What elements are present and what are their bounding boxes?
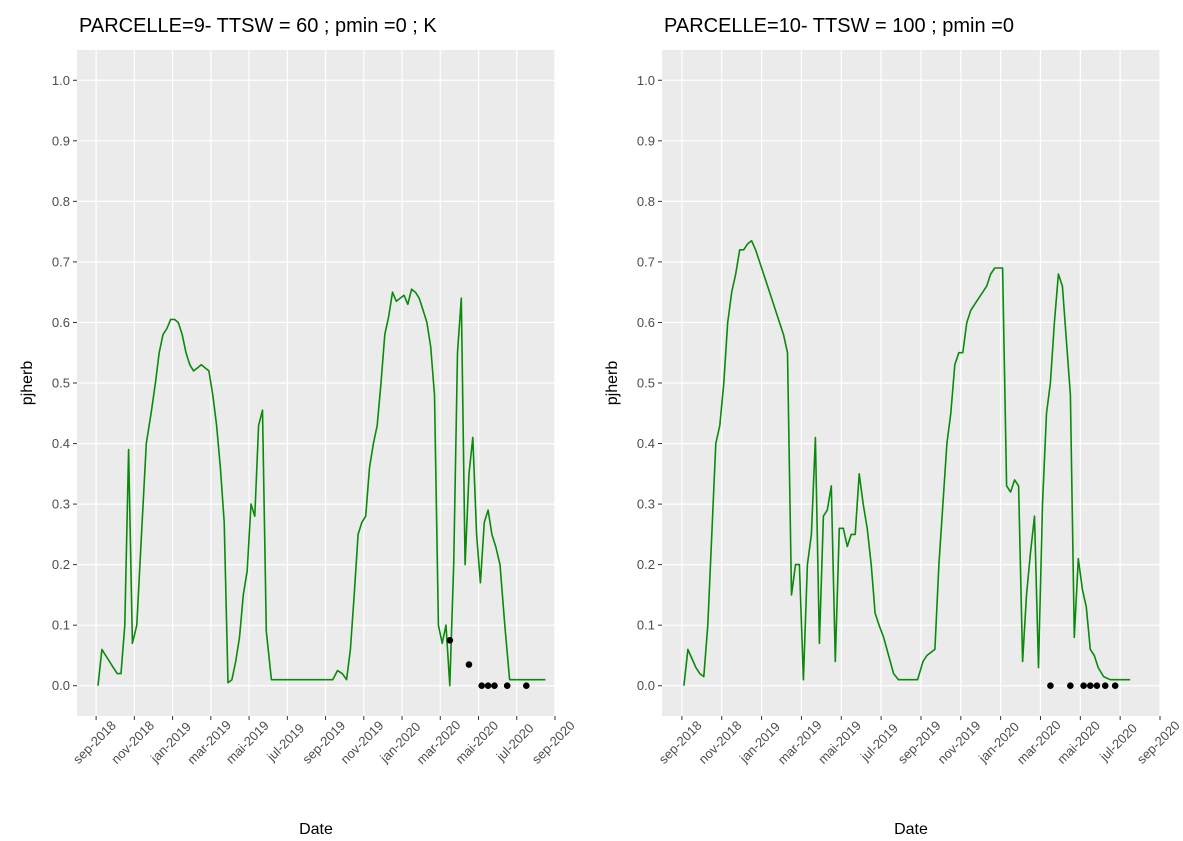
y-tick-label: 0.8 (637, 194, 655, 209)
panel: 0.00.10.20.30.40.50.60.70.80.91.0sep-201… (19, 15, 578, 838)
y-tick-label: 0.8 (52, 194, 70, 209)
y-tick-label: 0.5 (52, 376, 70, 391)
x-tick-label: mar-2019 (775, 717, 825, 767)
y-tick-label: 0.9 (52, 133, 70, 148)
y-tick-label: 0.9 (637, 133, 655, 148)
x-axis-title: Date (299, 821, 333, 838)
data-point (1086, 682, 1094, 690)
y-tick-label: 0.0 (52, 678, 70, 693)
y-tick-label: 0.3 (52, 497, 70, 512)
data-point (1111, 682, 1119, 690)
data-line (97, 288, 546, 687)
x-tick-label: mai-2019 (815, 718, 864, 767)
x-tick-label: mai-2020 (1054, 718, 1103, 767)
data-point (478, 682, 486, 690)
y-tick-label: 0.1 (637, 618, 655, 633)
y-tick-label: 0.7 (52, 254, 70, 269)
data-line (683, 239, 1131, 686)
y-tick-label: 0.6 (52, 315, 70, 330)
data-point (1047, 682, 1054, 690)
y-tick-label: 0.1 (52, 618, 70, 633)
data-point (1080, 682, 1087, 690)
y-tick-label: 0.0 (637, 678, 655, 693)
y-tick-label: 0.2 (637, 557, 655, 572)
data-point (503, 682, 511, 690)
data-point (484, 682, 492, 690)
x-axis-title: Date (894, 821, 928, 838)
y-tick-label: 0.4 (52, 436, 70, 451)
data-point (446, 637, 454, 644)
x-tick-label: nov-2018 (696, 718, 745, 767)
x-tick-label: sep-2018 (656, 718, 705, 767)
y-tick-label: 0.6 (637, 315, 655, 330)
y-axis-title: pjherb (19, 361, 36, 406)
y-axis-title: pjherb (604, 361, 621, 406)
x-tick-label: sep-2020 (1134, 718, 1183, 767)
y-tick-label: 0.3 (637, 497, 655, 512)
data-point (491, 682, 498, 690)
data-point (465, 661, 473, 668)
data-point (1101, 682, 1109, 690)
x-tick-label: nov-2019 (935, 718, 984, 767)
panel: 0.0 0.1 0.2 0.3 0.4 0.5 0.6 0.7 0.8 0.9 1.0 sep-201… (604, 15, 1183, 838)
chart-title: PARCELLE=10- TTSW = 100 ; pmin =0 (664, 15, 1014, 37)
y-tick-label: 1.0 (637, 73, 655, 88)
chart-title: PARCELLE=9- TTSW = 60 ; pmin =0 ; K (79, 15, 437, 37)
data-point (1093, 682, 1101, 690)
y-tick-label: 0.5 (637, 376, 655, 391)
x-tick-label: jul-2020 (1096, 721, 1140, 765)
y-tick-label: 0.4 (637, 436, 655, 451)
data-point (523, 682, 530, 690)
y-tick-label: 0.7 (637, 254, 655, 269)
x-tick-label: jul-2019 (857, 721, 901, 765)
x-tick-label: sep-2019 (895, 718, 944, 767)
y-tick-label: 1.0 (52, 73, 70, 88)
x-tick-label: sep-2020 (529, 718, 578, 767)
data-point (1067, 682, 1074, 690)
x-tick-label: mar-2020 (1014, 717, 1064, 767)
y-tick-label: 0.2 (52, 557, 70, 572)
